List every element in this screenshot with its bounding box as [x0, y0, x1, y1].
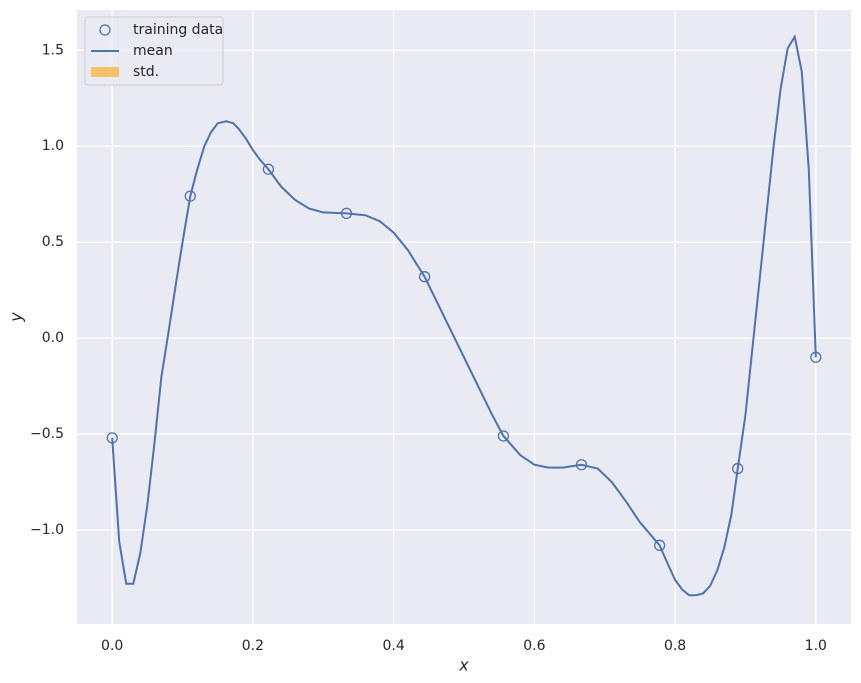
data-point: [653, 539, 666, 551]
legend-label: training data: [133, 22, 223, 38]
x-tick-label: 0.6: [523, 638, 545, 654]
data-point: [184, 190, 196, 202]
x-tick-label: 0.2: [242, 638, 264, 654]
data-point: [418, 271, 431, 283]
y-tick-label: 0.0: [42, 330, 64, 346]
data-point: [106, 432, 118, 444]
legend: training data mean std.: [84, 16, 224, 86]
x-tick-label: 0.0: [101, 638, 123, 654]
mean-line: [111, 34, 817, 597]
x-tick-label: 0.4: [383, 638, 405, 654]
data-point: [497, 430, 510, 442]
data-point: [732, 462, 744, 475]
data-point: [810, 351, 822, 363]
legend-label: std.: [133, 64, 159, 80]
y-tick-label: 1.0: [42, 138, 64, 154]
data-point: [340, 207, 353, 220]
y-tick-label: 0.5: [42, 234, 64, 250]
y-tick-label: −1.0: [30, 522, 64, 538]
y-tick-label: −0.5: [30, 426, 64, 442]
data-point: [262, 163, 275, 175]
legend-marker: [99, 24, 111, 36]
legend-label: mean: [133, 43, 173, 59]
legend-box: [84, 16, 224, 86]
y-tick-label: 1.5: [42, 42, 64, 58]
marks: [106, 34, 822, 597]
y-axis-label: y: [7, 312, 26, 323]
x-tick-label: 0.8: [664, 638, 686, 654]
plot-area: [77, 10, 851, 624]
legend-marker: [91, 67, 119, 77]
x-axis-label: x: [458, 656, 469, 675]
data-point: [575, 459, 588, 471]
x-tick-label: 1.0: [805, 638, 827, 654]
